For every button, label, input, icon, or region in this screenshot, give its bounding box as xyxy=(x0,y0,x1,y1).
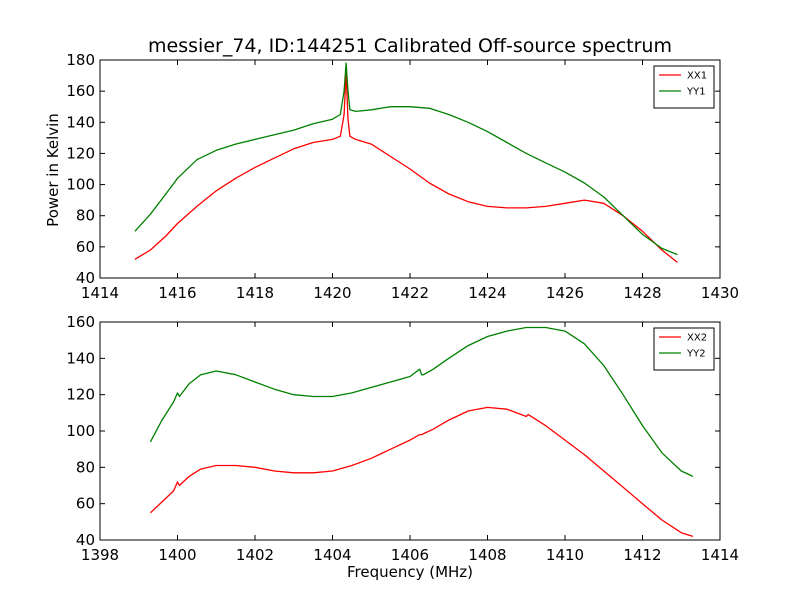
bottom-plot-panel: 1398 1400 1402 1404 1406 1408 1410 1412 1414 40 60… xyxy=(66,313,739,564)
x-tick-label: 1402 xyxy=(236,546,274,564)
series-line-yy2 xyxy=(149,326,694,477)
x-axis-title: Frequency (MHz) xyxy=(347,563,473,581)
x-tick-label: 1416 xyxy=(158,284,196,302)
x-tick-label: 1408 xyxy=(468,546,506,564)
x-tick-label: 1404 xyxy=(313,546,351,564)
legend-label-xx2: XX2 xyxy=(687,333,707,344)
series-line-yy1 xyxy=(134,62,678,256)
x-tick-label: 1422 xyxy=(391,284,429,302)
y-tick-label: 160 xyxy=(66,313,95,331)
x-tick-label: 1406 xyxy=(391,546,429,564)
y-tick-label: 140 xyxy=(66,349,95,367)
x-tick-label: 1424 xyxy=(468,284,506,302)
x-tick-label: 1418 xyxy=(236,284,274,302)
y-tick-label: 140 xyxy=(66,113,95,131)
series-line-xx2 xyxy=(149,406,694,538)
y-tick-label: 80 xyxy=(76,458,95,476)
y-tick-label: 80 xyxy=(76,207,95,225)
x-tick-label: 1426 xyxy=(546,284,584,302)
x-tick-label: 1410 xyxy=(546,546,584,564)
legend-label-yy2: YY2 xyxy=(686,349,706,360)
legend-box xyxy=(653,65,715,109)
x-tick-label: 1412 xyxy=(623,546,661,564)
legend-label-yy1: YY1 xyxy=(686,87,706,98)
y-tick-label: 100 xyxy=(66,176,95,194)
top-plot-panel: 1414 1416 1418 1420 1422 1424 1426 1428 1430 40 60… xyxy=(66,51,739,302)
y-tick-label: 160 xyxy=(66,82,95,100)
y-tick-label: 60 xyxy=(76,238,95,256)
legend-box xyxy=(653,327,715,371)
x-tick-label: 1398 xyxy=(81,546,119,564)
y-tick-label: 100 xyxy=(66,422,95,440)
y-tick-label: 60 xyxy=(76,495,95,513)
x-tick-label: 1400 xyxy=(158,546,196,564)
y-tick-label: 120 xyxy=(66,144,95,162)
x-tick-label: 1428 xyxy=(623,284,661,302)
chart-title: messier_74, ID:144251 Calibrated Off-sou… xyxy=(148,35,672,57)
x-tick-label: 1414 xyxy=(81,284,119,302)
x-tick-label: 1414 xyxy=(701,546,739,564)
series-line-xx1 xyxy=(134,71,678,263)
y-tick-label: 180 xyxy=(66,51,95,69)
y-tick-label: 40 xyxy=(76,531,95,549)
x-tick-label: 1430 xyxy=(701,284,739,302)
legend-label-xx1: XX1 xyxy=(687,71,707,82)
y-tick-label: 120 xyxy=(66,386,95,404)
y-axis-title: Power in Kelvin xyxy=(44,113,62,227)
x-tick-label: 1420 xyxy=(313,284,351,302)
y-tick-label: 40 xyxy=(76,269,95,287)
